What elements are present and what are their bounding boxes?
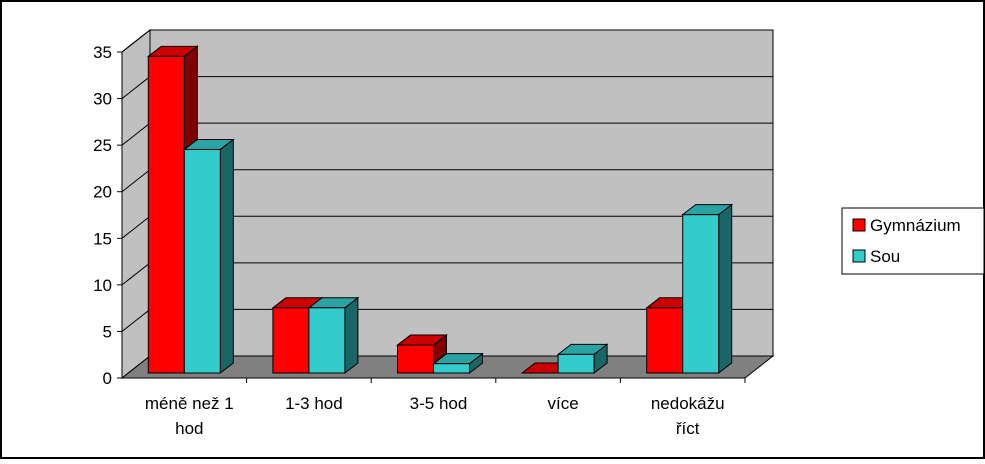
back-wall — [121, 28, 774, 380]
y-tick-label: 30 — [93, 90, 112, 109]
gridline-diagonal — [121, 215, 151, 239]
bars — [146, 45, 734, 375]
y-tick-label: 25 — [93, 136, 112, 155]
legend: Gymnázium Sou — [841, 207, 985, 275]
bar — [432, 352, 484, 375]
gridline-diagonal — [121, 29, 151, 53]
side-wall-panel — [121, 28, 151, 380]
bar-side — [219, 138, 234, 375]
x-category-label: 1-3 hod — [285, 394, 343, 413]
y-tick-label: 0 — [103, 369, 112, 388]
bar — [182, 138, 235, 375]
gridline-diagonal — [121, 169, 151, 193]
gridline-diagonal — [121, 262, 151, 286]
axes — [117, 51, 746, 383]
x-category-label: 3-5 hod — [410, 394, 468, 413]
legend-box — [841, 207, 985, 275]
bar-front — [646, 307, 684, 374]
y-axis-tick-labels: 0 5 10 15 20 25 30 35 — [93, 43, 112, 388]
gridline-diagonal — [121, 76, 151, 99]
bar-front — [308, 307, 346, 374]
gridline-diagonal — [121, 122, 151, 146]
legend-swatch-sou — [852, 249, 866, 263]
bar-front — [183, 148, 221, 374]
legend-swatch-gymnazium — [852, 218, 866, 232]
x-category-label: více — [548, 394, 579, 413]
bar-side — [344, 296, 359, 375]
gridline-diagonal — [121, 309, 151, 332]
y-tick-label: 20 — [93, 183, 112, 202]
bar — [556, 343, 609, 375]
bar-front — [557, 353, 595, 374]
y-tick-label: 10 — [93, 276, 112, 295]
bar-front — [397, 344, 434, 374]
y-tick-label: 5 — [103, 322, 112, 341]
bar — [681, 203, 734, 375]
legend-label-sou: Sou — [870, 247, 900, 266]
x-axis-category-labels: méně než 1 hod 1-3 hod 3-5 hod více nedokážu ř… — [145, 394, 725, 438]
legend-label-gymnazium: Gymnázium — [870, 216, 961, 235]
bar — [307, 296, 360, 375]
bar-front — [682, 214, 720, 374]
x-category-label: méně než 1 hod — [145, 394, 234, 438]
bar-front — [272, 307, 310, 374]
bar-front — [147, 55, 185, 374]
x-category-label: nedokážu říct — [651, 394, 725, 438]
gridlines — [121, 29, 773, 332]
y-tick-label: 35 — [93, 43, 112, 62]
bar-front — [433, 363, 470, 374]
y-tick-label: 15 — [93, 229, 112, 248]
bar-side — [718, 203, 733, 375]
